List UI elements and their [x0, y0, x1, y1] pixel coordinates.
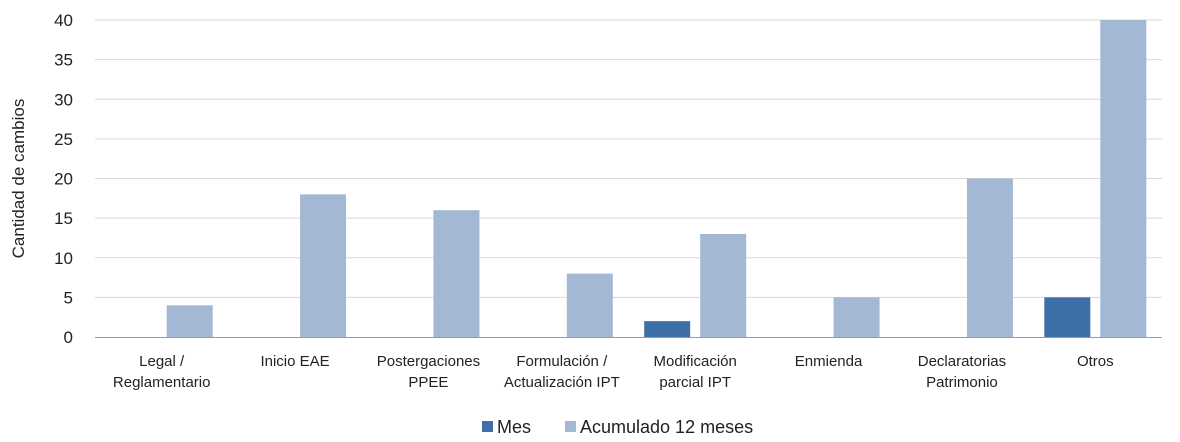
y-tick-label: 20 — [54, 170, 73, 189]
legend-swatch — [565, 421, 576, 432]
gridlines — [95, 19, 1162, 298]
bar-mes-4 — [644, 321, 691, 337]
bar-acumulado-5 — [833, 297, 880, 337]
x-category-label: Legal / — [139, 353, 185, 370]
y-axis-ticks: 0 5 10 15 20 25 30 35 40 — [54, 11, 73, 347]
bar-acumulado-0 — [166, 305, 213, 337]
y-tick-label: 25 — [54, 130, 73, 149]
x-category-label: Enmienda — [795, 353, 863, 370]
x-category-label: Formulación / — [516, 353, 608, 370]
y-tick-label: 40 — [54, 11, 73, 30]
y-tick-label: 35 — [54, 51, 73, 70]
legend: Mes Acumulado 12 meses — [482, 417, 753, 437]
x-category-label: Reglamentario — [113, 374, 211, 391]
bar-acumulado-3 — [566, 273, 613, 337]
x-category-label: Postergaciones — [377, 353, 480, 370]
bar-mes-7 — [1044, 297, 1091, 337]
y-axis-title: Cantidad de cambios — [9, 99, 28, 259]
bar-acumulado-7 — [1100, 20, 1147, 337]
y-tick-label: 5 — [64, 288, 73, 307]
x-category-label: parcial IPT — [659, 374, 731, 391]
bar-acumulado-6 — [966, 178, 1013, 337]
x-category-label: Modificación — [654, 353, 737, 370]
x-category-label: Declaratorias — [918, 353, 1006, 370]
y-tick-label: 0 — [64, 328, 73, 347]
x-category-label: Actualización IPT — [504, 374, 620, 391]
x-category-label: Otros — [1077, 353, 1114, 370]
bar-acumulado-1 — [300, 194, 347, 337]
legend-swatch — [482, 421, 493, 432]
y-tick-label: 15 — [54, 209, 73, 228]
legend-label: Mes — [497, 417, 531, 437]
x-category-label: Patrimonio — [926, 374, 998, 391]
y-tick-label: 30 — [54, 90, 73, 109]
bar-acumulado-4 — [700, 233, 747, 337]
y-tick-label: 10 — [54, 249, 73, 268]
bar-acumulado-2 — [433, 210, 480, 337]
bars — [166, 20, 1147, 337]
x-category-label: Inicio EAE — [260, 353, 329, 370]
category-labels: Legal / Reglamentario Inicio EAE Postergaci… — [113, 353, 1114, 391]
x-category-label: PPEE — [408, 374, 448, 391]
legend-label: Acumulado 12 meses — [580, 417, 753, 437]
